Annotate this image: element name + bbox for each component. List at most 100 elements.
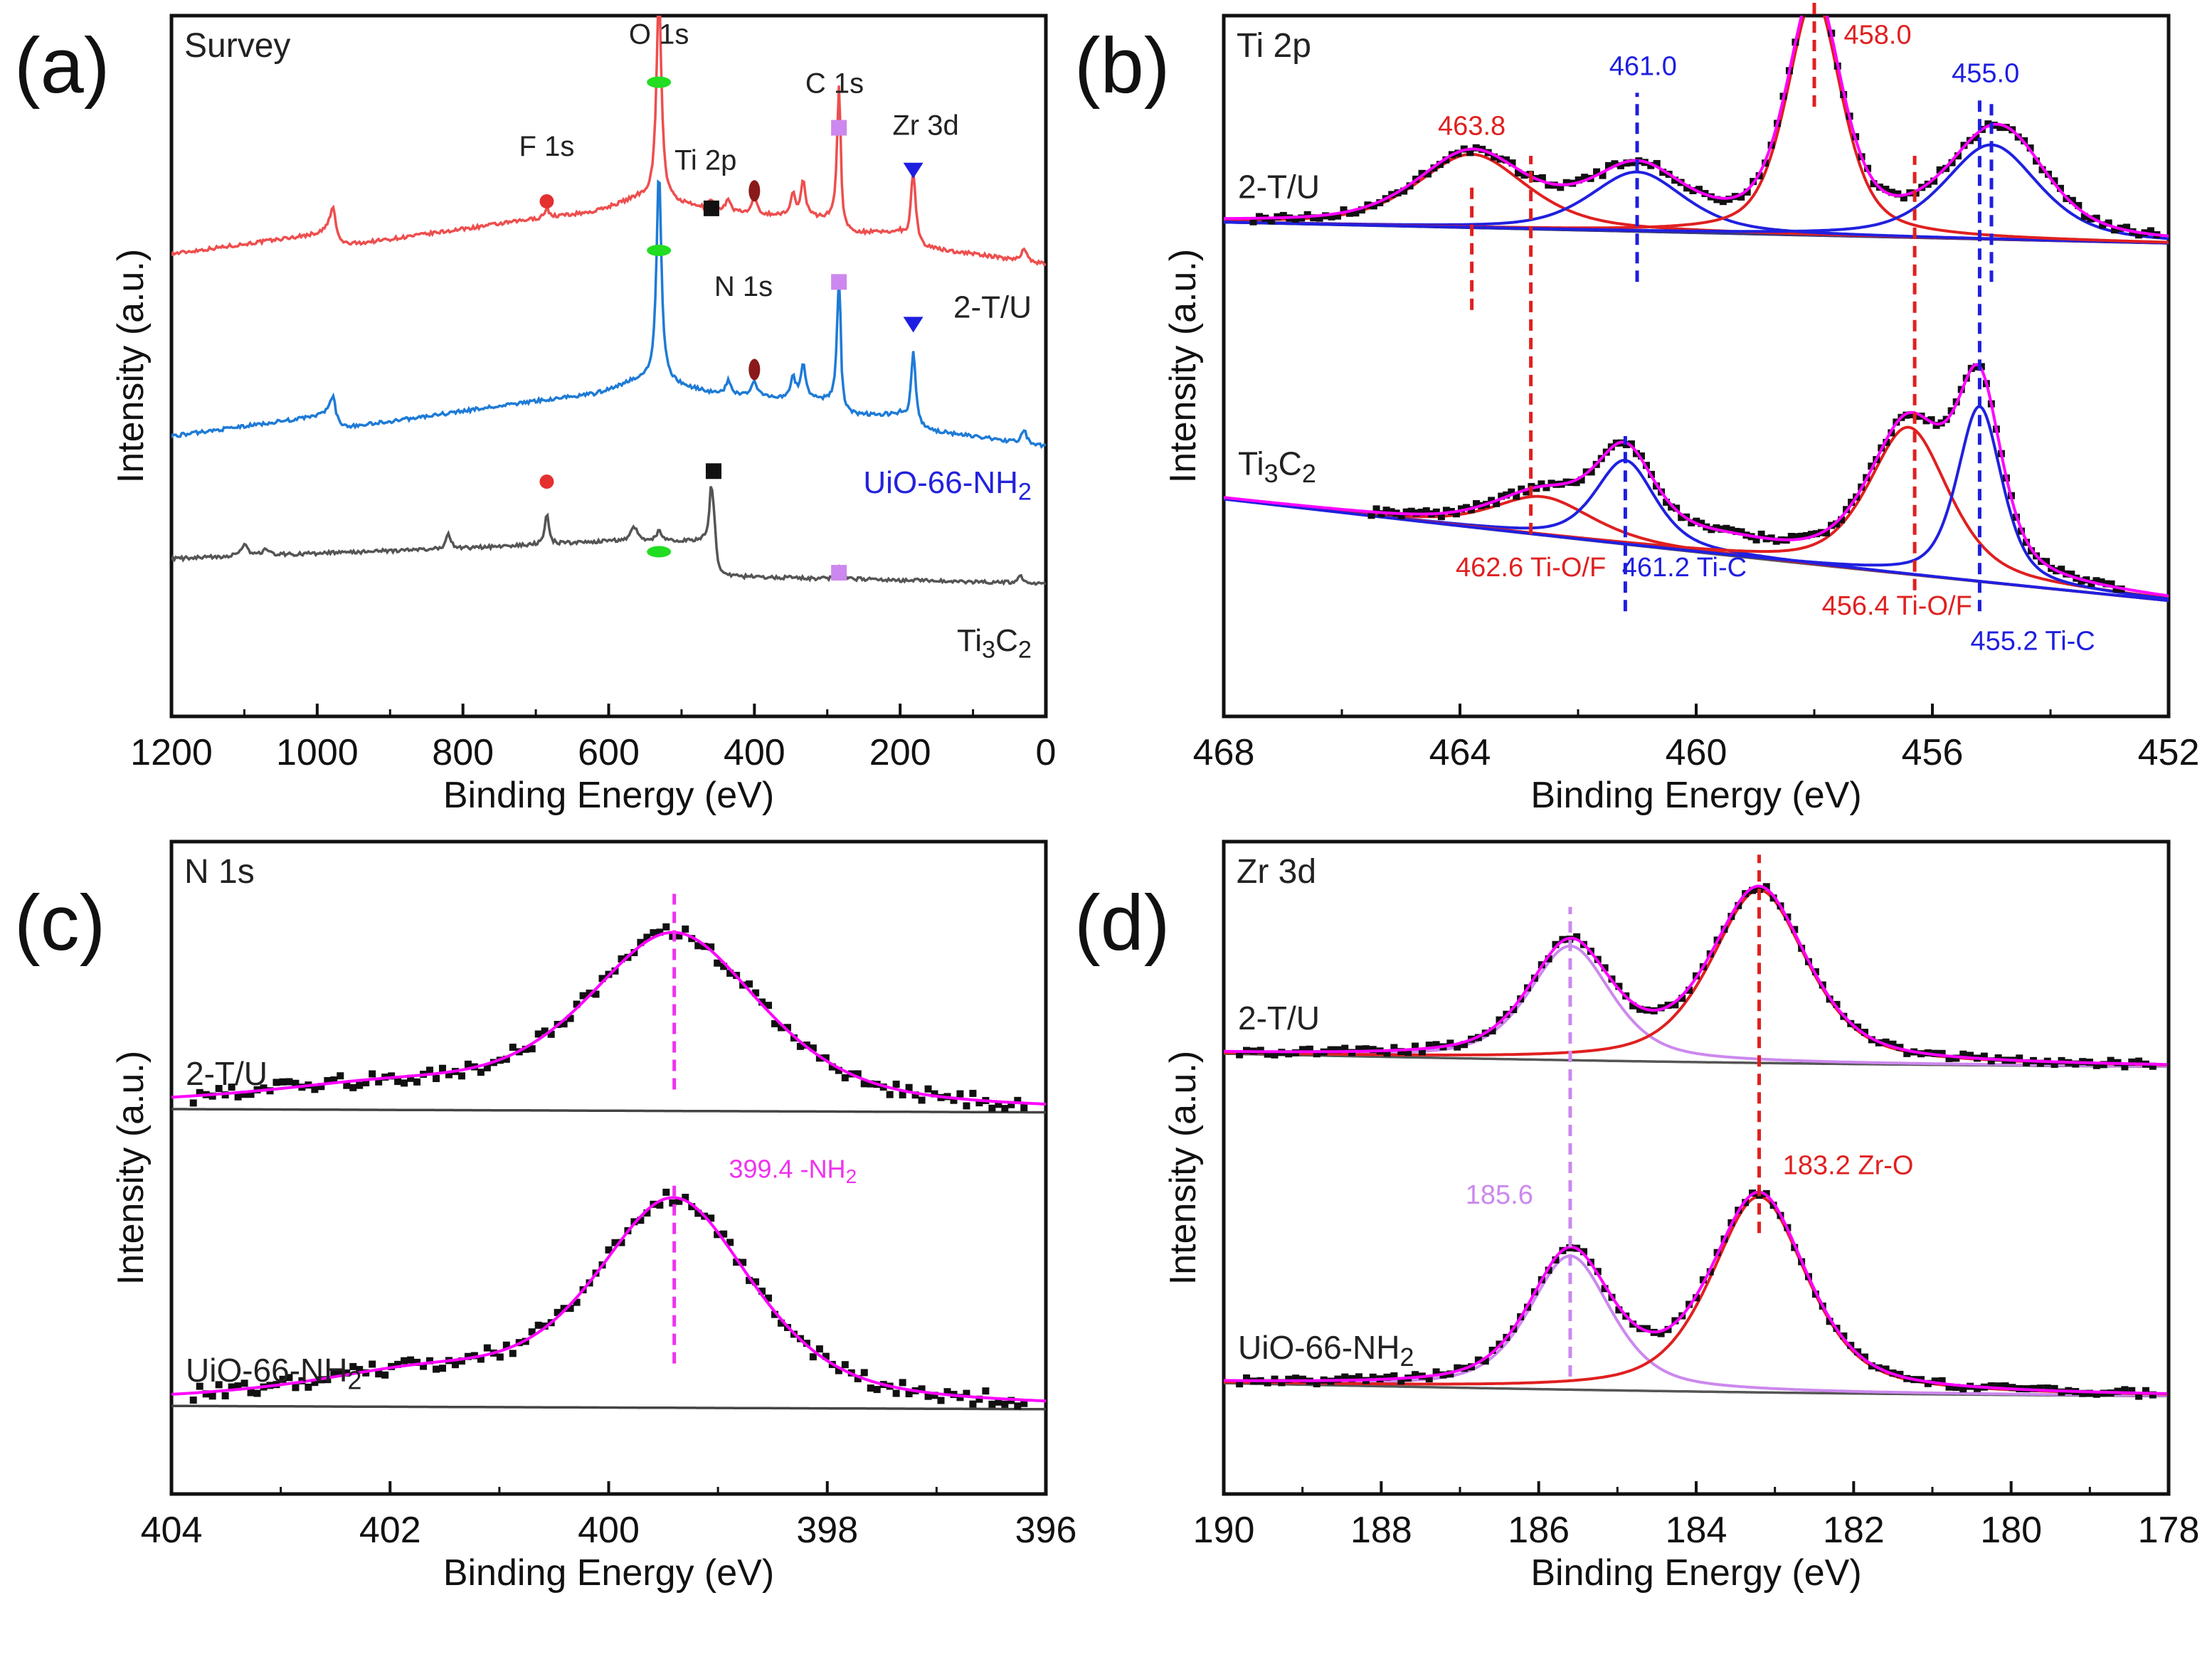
data-point xyxy=(1833,1000,1841,1008)
data-point xyxy=(1657,1330,1665,1337)
data-point xyxy=(324,1376,332,1384)
data-point xyxy=(1616,161,1624,169)
data-point xyxy=(1369,1046,1377,1054)
data-point xyxy=(892,1389,900,1397)
data-point xyxy=(1515,169,1523,177)
data-point xyxy=(746,980,753,988)
data-point xyxy=(1387,508,1395,516)
data-point xyxy=(1924,1379,1932,1387)
data-point xyxy=(688,1203,696,1211)
data-point xyxy=(605,1246,613,1254)
data-point xyxy=(694,942,702,950)
data-point xyxy=(662,1188,670,1196)
peak-annotation: 458.0 xyxy=(1844,20,1912,50)
data-point xyxy=(2092,214,2100,222)
data-point xyxy=(650,929,657,937)
data-point xyxy=(420,1362,428,1370)
x-tick-label: 200 xyxy=(869,732,931,773)
data-point xyxy=(1987,1382,1995,1389)
data-point xyxy=(2149,1062,2157,1070)
data-point xyxy=(1636,1005,1644,1013)
data-point xyxy=(2105,219,2112,227)
data-point xyxy=(1762,883,1770,891)
data-point xyxy=(1404,1049,1412,1056)
data-point xyxy=(1688,519,1695,526)
data-point xyxy=(1629,1002,1637,1010)
data-point xyxy=(1362,1045,1370,1053)
data-point xyxy=(1432,1041,1440,1049)
data-point xyxy=(1954,152,1962,160)
background-line xyxy=(171,1108,1046,1114)
data-point xyxy=(726,1239,734,1246)
data-point xyxy=(1383,1049,1391,1057)
marker-vellipse xyxy=(748,180,761,202)
data-point xyxy=(2142,1387,2149,1394)
marker-square xyxy=(831,120,847,136)
spectrum-label: 2-T/U xyxy=(1238,1000,1320,1037)
data-point xyxy=(1437,513,1445,521)
data-point xyxy=(1488,1346,1496,1354)
data-point xyxy=(343,1369,351,1377)
data-point xyxy=(1838,516,1846,524)
y-axis-label: Intensity (a.u.) xyxy=(1163,1051,1204,1285)
data-point xyxy=(509,1044,517,1051)
data-point xyxy=(1390,1044,1398,1051)
data-point xyxy=(1436,161,1444,169)
data-point xyxy=(1861,1353,1868,1361)
data-point xyxy=(2079,1389,2087,1397)
data-point xyxy=(369,1360,376,1368)
data-point xyxy=(1340,206,1348,214)
x-tick-label: 1200 xyxy=(130,732,213,773)
data-point xyxy=(675,1197,683,1205)
data-point xyxy=(835,1066,842,1074)
data-point xyxy=(522,1045,529,1053)
data-point xyxy=(457,1072,465,1080)
data-point xyxy=(1599,171,1607,179)
data-point xyxy=(1659,169,1667,176)
data-point xyxy=(1936,166,1944,174)
data-point xyxy=(2029,1384,2037,1392)
data-point xyxy=(988,1400,996,1408)
data-point xyxy=(911,1091,919,1099)
data-point xyxy=(1854,1023,1862,1031)
data-point xyxy=(1538,480,1545,488)
label-part: C xyxy=(1279,445,1302,482)
data-point xyxy=(969,1400,977,1408)
data-point xyxy=(362,1079,370,1086)
data-point xyxy=(1285,1375,1293,1383)
data-point xyxy=(1698,519,1705,527)
data-point xyxy=(1424,170,1432,178)
data-point xyxy=(1417,508,1425,516)
data-point xyxy=(963,1102,970,1110)
data-point xyxy=(1402,508,1410,516)
spectrum-label: UiO-66-NH2 xyxy=(186,1352,361,1394)
data-point xyxy=(1538,174,1546,181)
data-point xyxy=(1328,213,1335,221)
data-point xyxy=(886,1091,894,1098)
data-point xyxy=(841,1074,849,1081)
data-point xyxy=(1341,1044,1349,1052)
data-point xyxy=(1663,498,1671,506)
panel-c: (c) N 1s 404 402 400 398 396 Binding Energy (eV… xyxy=(14,839,1076,1594)
data-point xyxy=(1264,1050,1271,1058)
data-point xyxy=(1552,1256,1560,1263)
data-point xyxy=(1249,218,1257,226)
data-point xyxy=(234,1382,242,1390)
data-point xyxy=(1279,211,1287,219)
series-line-Ti3C2 xyxy=(171,486,1046,586)
data-point xyxy=(758,1287,766,1295)
data-point xyxy=(189,1397,197,1404)
spectrum-label: UiO-66-NH2 xyxy=(1238,1329,1414,1372)
x-tick-label: 0 xyxy=(1036,732,1057,773)
peak-annotation: 183.2 Zr-O xyxy=(1783,1151,1914,1181)
data-point xyxy=(1945,1383,1953,1391)
x-tick-label: 398 xyxy=(796,1510,858,1551)
data-point xyxy=(1474,1356,1482,1364)
data-point xyxy=(1523,488,1530,496)
data-point xyxy=(272,1079,280,1086)
data-point xyxy=(407,1356,415,1364)
data-point xyxy=(643,1209,651,1217)
data-point xyxy=(2056,184,2064,192)
data-point xyxy=(2135,1392,2143,1400)
data-point xyxy=(975,1395,983,1403)
